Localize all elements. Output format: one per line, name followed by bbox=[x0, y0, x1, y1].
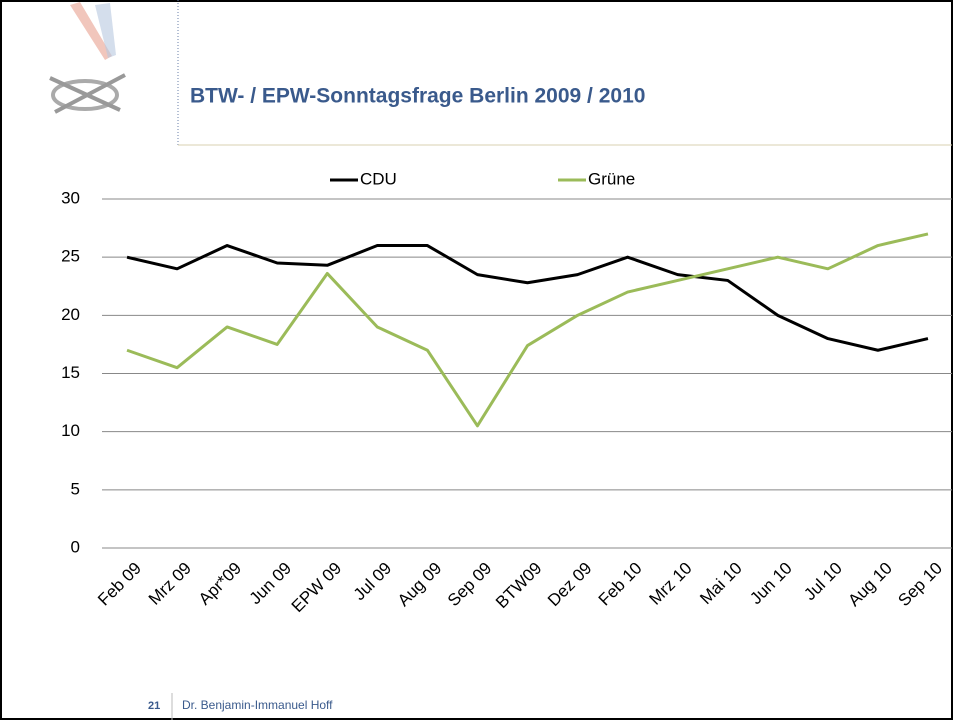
legend-label: CDU bbox=[360, 169, 397, 188]
y-tick-label: 5 bbox=[71, 479, 80, 498]
y-tick-label: 25 bbox=[61, 247, 80, 266]
author: Dr. Benjamin-Immanuel Hoff bbox=[182, 698, 333, 712]
series-line bbox=[126, 244, 929, 352]
series-line bbox=[126, 232, 929, 428]
page-number: 21 bbox=[148, 700, 160, 712]
legend-label: Grüne bbox=[588, 169, 635, 188]
y-tick-label: 30 bbox=[61, 188, 80, 207]
y-tick-label: 20 bbox=[61, 305, 80, 324]
logo bbox=[49, 2, 126, 114]
y-tick-label: 0 bbox=[71, 537, 80, 556]
y-tick-label: 15 bbox=[61, 363, 80, 382]
y-tick-label: 10 bbox=[61, 421, 80, 440]
slide-title: BTW- / EPW-Sonntagsfrage Berlin 2009 / 2… bbox=[190, 85, 645, 108]
